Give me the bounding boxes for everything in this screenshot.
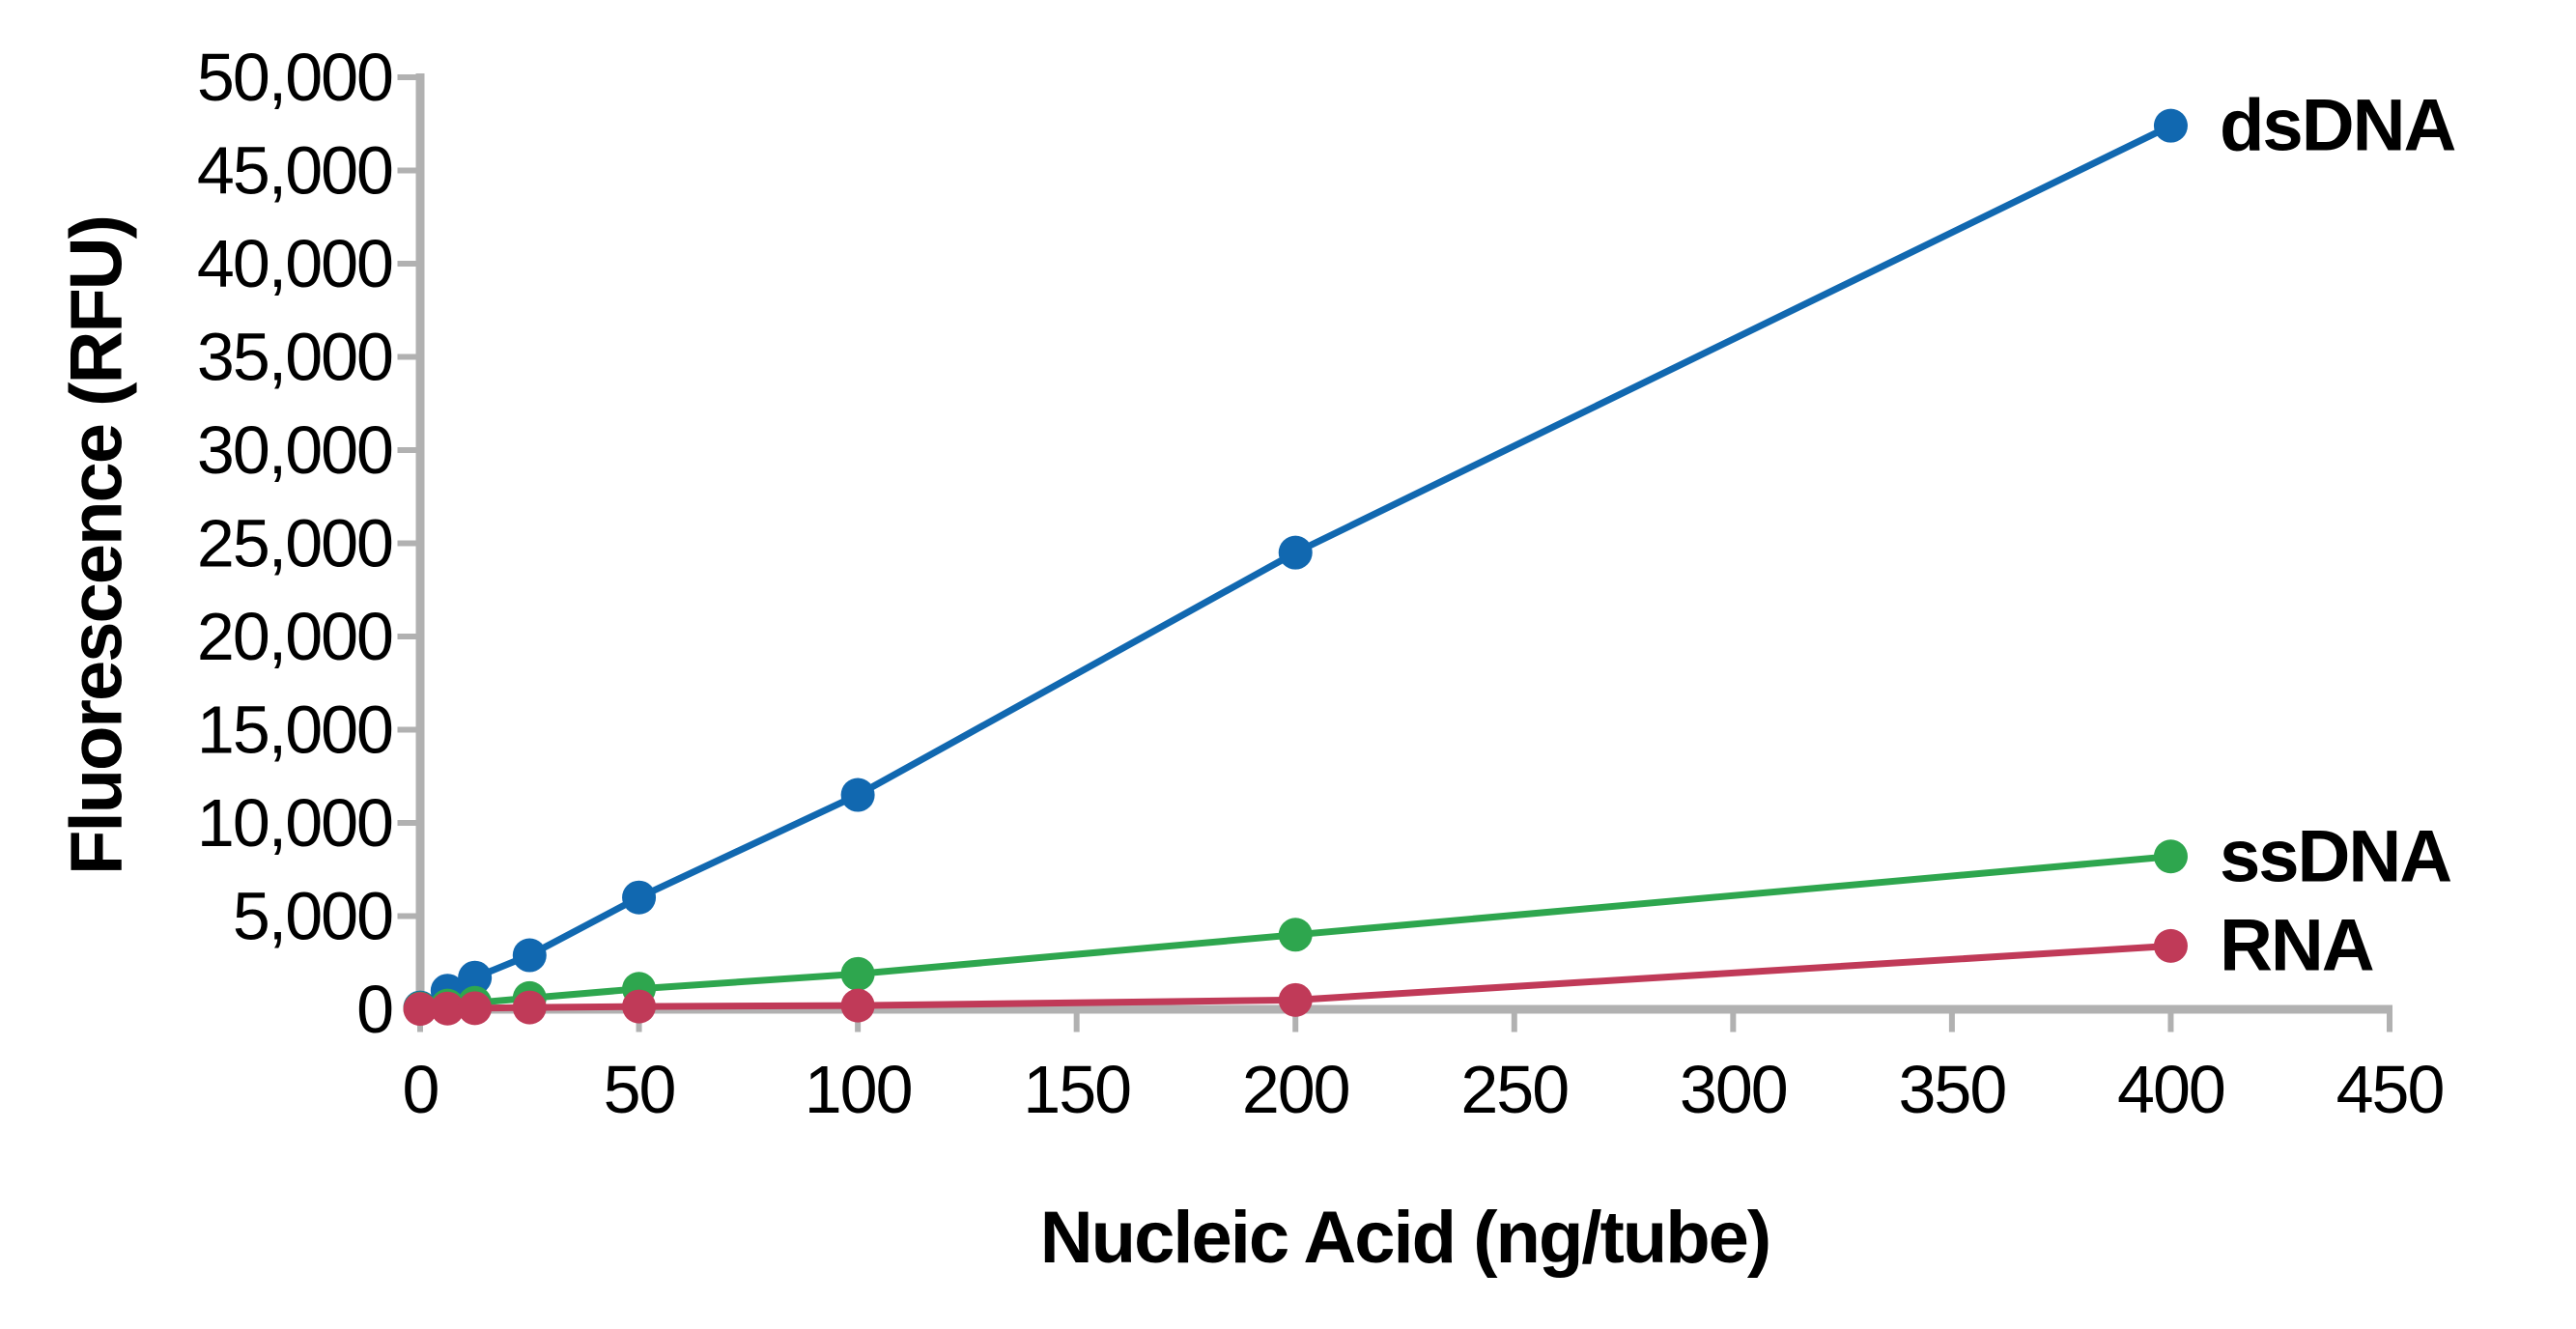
x-tick-label: 200 [1242, 1052, 1349, 1127]
data-point-rna [403, 992, 438, 1027]
data-point-rna [1278, 982, 1313, 1017]
y-tick-label: 15,000 [197, 693, 392, 768]
y-axis-title: Fluorescence (RFU) [55, 216, 138, 875]
x-axis-title: Nucleic Acid (ng/tube) [1039, 1197, 1771, 1279]
data-point-dsdna [2153, 108, 2188, 143]
data-point-rna [458, 991, 493, 1026]
data-point-rna [2153, 928, 2188, 963]
x-tick-label: 300 [1680, 1052, 1787, 1127]
y-tick-label: 30,000 [197, 412, 392, 488]
y-tick-label: 35,000 [197, 320, 392, 395]
series-label-rna: RNA [2220, 904, 2375, 987]
data-point-dsdna [1278, 535, 1313, 570]
data-point-ssdna [840, 956, 875, 991]
data-point-rna [622, 989, 657, 1024]
x-tick-label: 350 [1898, 1052, 2005, 1127]
x-tick-label: 150 [1023, 1052, 1130, 1127]
data-point-dsdna [840, 778, 875, 812]
data-point-rna [840, 988, 875, 1023]
data-point-ssdna [1278, 918, 1313, 952]
data-point-rna [430, 991, 465, 1026]
x-tick-label: 250 [1460, 1052, 1568, 1127]
y-tick-label: 50,000 [197, 40, 392, 115]
y-tick-label: 40,000 [197, 226, 392, 301]
data-point-rna [512, 990, 547, 1025]
x-tick-label: 400 [2117, 1052, 2224, 1127]
series-label-ssdna: ssDNA [2220, 815, 2452, 898]
x-tick-label: 450 [2336, 1052, 2444, 1127]
x-tick-label: 50 [604, 1052, 675, 1127]
y-tick-label: 25,000 [197, 506, 392, 581]
y-tick-label: 0 [356, 972, 392, 1047]
y-tick-label: 20,000 [197, 599, 392, 674]
data-point-dsdna [458, 960, 493, 995]
y-tick-label: 10,000 [197, 785, 392, 861]
y-tick-label: 45,000 [197, 133, 392, 209]
x-tick-label: 0 [403, 1052, 439, 1127]
data-point-dsdna [512, 938, 547, 973]
x-tick-label: 100 [805, 1052, 912, 1127]
data-point-dsdna [622, 880, 657, 915]
y-tick-label: 5,000 [233, 879, 392, 954]
data-point-ssdna [2153, 839, 2188, 874]
series-label-dsdna: dsDNA [2220, 84, 2456, 167]
